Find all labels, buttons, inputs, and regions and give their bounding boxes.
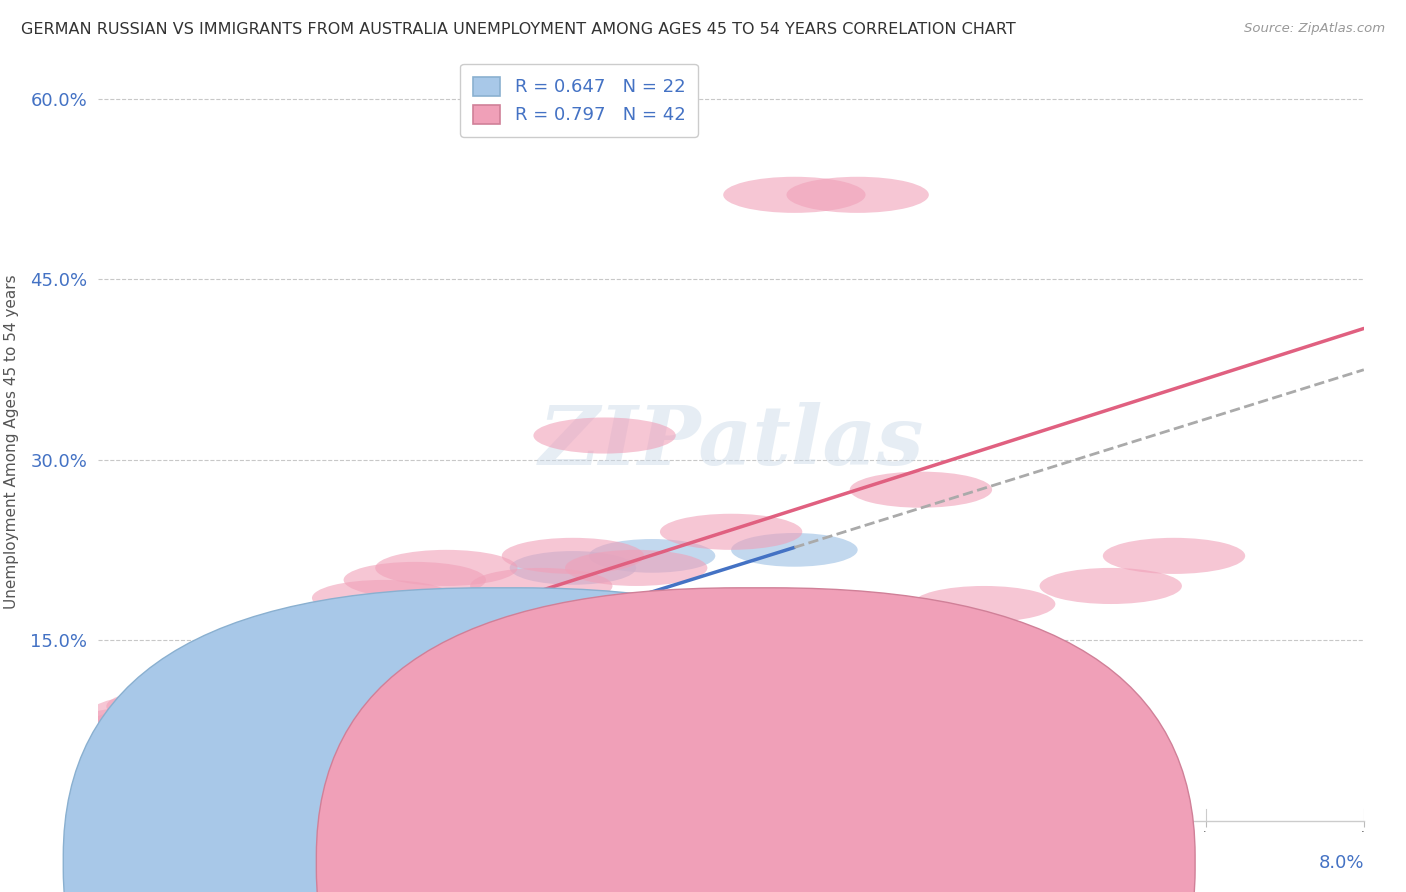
Ellipse shape bbox=[32, 748, 174, 785]
Ellipse shape bbox=[67, 725, 194, 759]
Ellipse shape bbox=[59, 731, 201, 766]
Ellipse shape bbox=[114, 720, 240, 753]
Ellipse shape bbox=[138, 670, 280, 706]
Ellipse shape bbox=[75, 706, 217, 742]
Ellipse shape bbox=[194, 701, 321, 735]
Ellipse shape bbox=[589, 539, 716, 573]
Ellipse shape bbox=[731, 533, 858, 566]
Text: 0.0%: 0.0% bbox=[98, 855, 143, 872]
Ellipse shape bbox=[131, 714, 256, 747]
Ellipse shape bbox=[98, 731, 225, 765]
Ellipse shape bbox=[146, 707, 273, 741]
Ellipse shape bbox=[107, 689, 249, 724]
Text: GERMAN RUSSIAN VS IMMIGRANTS FROM AUSTRALIA UNEMPLOYMENT AMONG AGES 45 TO 54 YEA: GERMAN RUSSIAN VS IMMIGRANTS FROM AUSTRA… bbox=[21, 22, 1017, 37]
Ellipse shape bbox=[225, 696, 352, 729]
Ellipse shape bbox=[44, 737, 186, 772]
Ellipse shape bbox=[35, 742, 177, 779]
Ellipse shape bbox=[51, 738, 177, 772]
Ellipse shape bbox=[90, 694, 233, 731]
Ellipse shape bbox=[470, 568, 613, 604]
Ellipse shape bbox=[38, 749, 165, 783]
Ellipse shape bbox=[423, 610, 565, 646]
Ellipse shape bbox=[1039, 568, 1182, 604]
Ellipse shape bbox=[912, 586, 1056, 622]
Ellipse shape bbox=[44, 724, 186, 761]
Y-axis label: Unemployment Among Ages 45 to 54 years: Unemployment Among Ages 45 to 54 years bbox=[4, 274, 20, 609]
Ellipse shape bbox=[59, 718, 201, 755]
Ellipse shape bbox=[659, 514, 803, 549]
Ellipse shape bbox=[375, 549, 517, 586]
Ellipse shape bbox=[186, 670, 328, 706]
Ellipse shape bbox=[162, 720, 288, 753]
Ellipse shape bbox=[723, 177, 866, 213]
Ellipse shape bbox=[264, 628, 406, 665]
Ellipse shape bbox=[75, 718, 217, 755]
Ellipse shape bbox=[59, 731, 186, 765]
Ellipse shape bbox=[382, 648, 509, 681]
Ellipse shape bbox=[280, 622, 423, 658]
Text: Source: ZipAtlas.com: Source: ZipAtlas.com bbox=[1244, 22, 1385, 36]
Ellipse shape bbox=[312, 580, 454, 616]
Ellipse shape bbox=[201, 658, 343, 694]
Ellipse shape bbox=[502, 538, 644, 574]
Text: Immigrants from Australia: Immigrants from Australia bbox=[779, 855, 980, 870]
Ellipse shape bbox=[430, 701, 557, 735]
Ellipse shape bbox=[30, 755, 172, 790]
Ellipse shape bbox=[249, 634, 391, 670]
Ellipse shape bbox=[319, 677, 446, 711]
Ellipse shape bbox=[217, 658, 360, 694]
Ellipse shape bbox=[849, 472, 993, 508]
Text: ZIPatlas: ZIPatlas bbox=[538, 401, 924, 482]
Text: German Russians: German Russians bbox=[526, 855, 659, 870]
Ellipse shape bbox=[233, 640, 375, 676]
Ellipse shape bbox=[533, 417, 676, 453]
Ellipse shape bbox=[38, 737, 181, 772]
Ellipse shape bbox=[107, 694, 249, 731]
Ellipse shape bbox=[51, 724, 194, 761]
Ellipse shape bbox=[786, 177, 929, 213]
Ellipse shape bbox=[1102, 538, 1246, 574]
Ellipse shape bbox=[83, 725, 209, 759]
Ellipse shape bbox=[343, 562, 486, 598]
Ellipse shape bbox=[565, 549, 707, 586]
Ellipse shape bbox=[170, 682, 312, 718]
Ellipse shape bbox=[596, 604, 740, 640]
Ellipse shape bbox=[75, 738, 201, 772]
Ellipse shape bbox=[153, 700, 297, 737]
Text: 8.0%: 8.0% bbox=[1319, 855, 1364, 872]
Ellipse shape bbox=[90, 720, 217, 753]
Ellipse shape bbox=[44, 744, 170, 777]
Ellipse shape bbox=[509, 551, 636, 585]
Legend: R = 0.647   N = 22, R = 0.797   N = 42: R = 0.647 N = 22, R = 0.797 N = 42 bbox=[461, 64, 697, 137]
Ellipse shape bbox=[90, 706, 233, 742]
Ellipse shape bbox=[273, 683, 399, 717]
Ellipse shape bbox=[122, 682, 264, 718]
